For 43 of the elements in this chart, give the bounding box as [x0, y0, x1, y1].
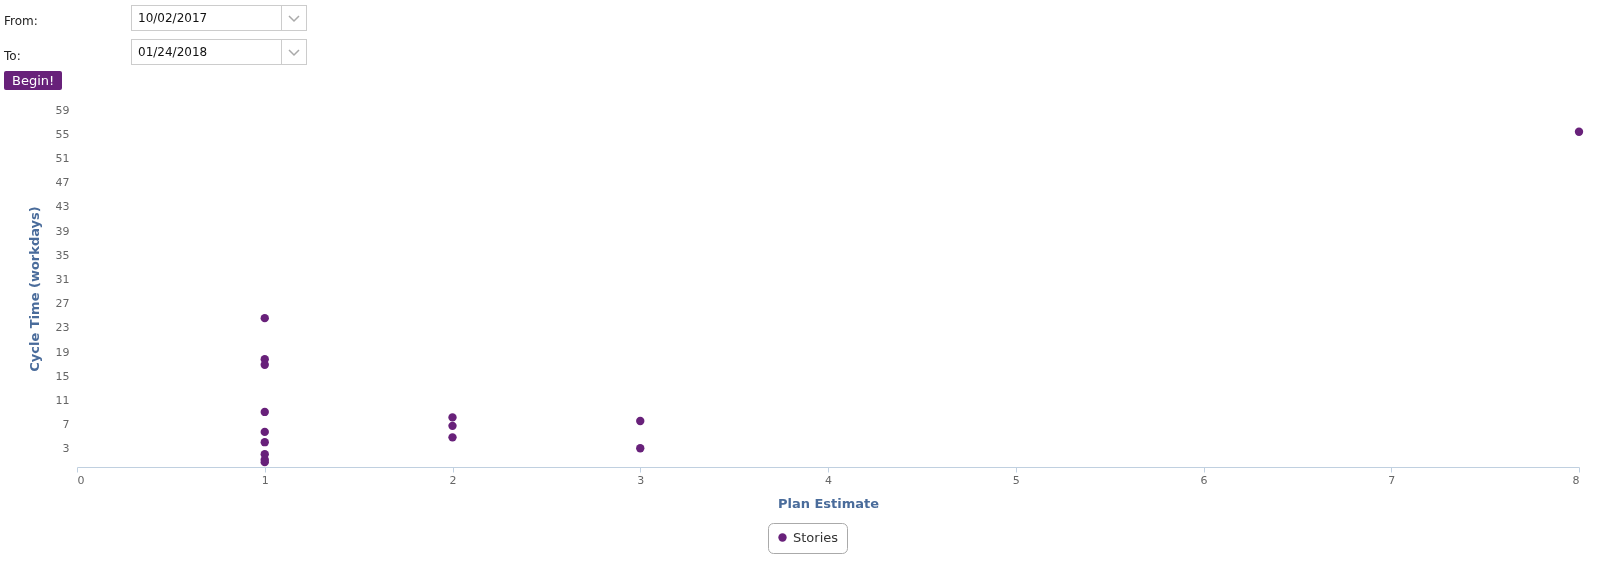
point — [636, 444, 645, 453]
y-tick-label: 35 — [55, 248, 70, 262]
x-tick-label: 1 — [261, 473, 269, 487]
y-tick-label: 15 — [55, 369, 70, 383]
point — [260, 427, 269, 437]
x-tick-label: 3 — [637, 473, 645, 487]
y-tick-label: 27 — [55, 297, 70, 311]
x-tick-label: 0 — [77, 473, 85, 487]
y-axis-title: Cycle Time (workdays) — [26, 206, 42, 372]
y-tick-label: 39 — [55, 224, 70, 238]
x-tick-label: 2 — [449, 473, 457, 487]
point — [260, 407, 269, 417]
date-field: 01/24/2018 — [131, 39, 307, 65]
x-axis-title: Plan Estimate — [777, 495, 880, 511]
point — [260, 313, 269, 323]
y-tick-label: 51 — [55, 151, 70, 165]
point — [448, 433, 457, 442]
x-tick-label: 5 — [1012, 473, 1020, 487]
x-tick-label: 6 — [1200, 473, 1208, 487]
y-tick-label: 55 — [55, 127, 70, 141]
y-tick-label: 59 — [55, 103, 70, 117]
text: To: — [4, 49, 21, 63]
y-tick-label: 31 — [55, 272, 70, 286]
y-tick-label: 19 — [55, 345, 70, 359]
date-field: 10/02/2017 — [131, 5, 307, 31]
legend-label: Stories — [793, 529, 839, 545]
y-tick-label: 3 — [62, 442, 70, 456]
point — [260, 360, 269, 369]
y-tick-label: 47 — [55, 176, 70, 190]
y-tick-label: 7 — [62, 418, 70, 432]
y-tick-label: 11 — [55, 393, 70, 407]
button: Begin! — [4, 71, 63, 90]
point — [1574, 127, 1584, 136]
x-tick-label: 8 — [1572, 473, 1580, 487]
y-tick-label: 23 — [55, 321, 70, 335]
point — [448, 413, 457, 422]
point — [260, 438, 269, 447]
y-tick-label: 43 — [55, 200, 70, 214]
text: From: — [4, 14, 38, 28]
point — [448, 421, 457, 431]
x-tick-label: 4 — [825, 473, 832, 487]
x-tick-label: 7 — [1388, 473, 1396, 487]
point — [636, 416, 645, 426]
